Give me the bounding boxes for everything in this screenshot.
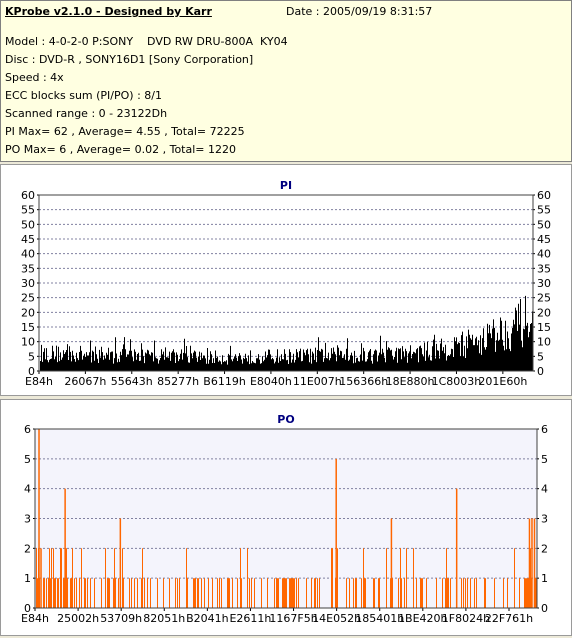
y-tick-label-left: 0 (24, 602, 31, 615)
y-tick-label-left: 10 (21, 336, 35, 349)
pi-chart-panel: PI 0 0 5 5 10 10 15 15 20 20 25 25 30 30 35 35 40 40 45 45 50… (0, 164, 572, 396)
x-tick-label: E84h (25, 375, 53, 388)
x-tick-label: 53709h (100, 612, 142, 625)
y-tick-label-right: 3 (541, 513, 548, 526)
y-tick-label-left: 30 (21, 277, 35, 290)
x-tick-label: 1C8003h (432, 375, 482, 388)
disc-line: Disc : DVD-R , SONY16D1 [Sony Corporatio… (5, 53, 254, 66)
ecc-line: ECC blocks sum (PI/PO) : 8/1 (5, 89, 162, 102)
plot-border (34, 428, 538, 609)
y-tick-label-left: 0 (28, 365, 35, 378)
pi-summary-line: PI Max= 62 , Average= 4.55 , Total= 7222… (5, 125, 245, 138)
y-tick-label-right: 0 (541, 602, 548, 615)
y-tick-label-right: 25 (537, 292, 551, 305)
x-tick-label: 26067h (64, 375, 106, 388)
chart-title: PO (277, 413, 294, 426)
speed-line: Speed : 4x (5, 71, 64, 84)
plot-area (35, 429, 537, 608)
x-tick-label: 82051h (143, 612, 185, 625)
x-tick-label: 1F8024h (442, 612, 490, 625)
po-chart-panel: PO 0 0 1 1 2 2 3 3 4 4 5 5 6 6 E84h 25002h 53709h 82051h B2… (0, 399, 572, 636)
x-tick-label: 85277h (157, 375, 199, 388)
y-tick-label-right: 0 (537, 365, 544, 378)
y-tick-label-right: 10 (537, 336, 551, 349)
y-tick-label-right: 55 (537, 204, 551, 217)
y-tick-label-left: 1 (24, 572, 31, 585)
x-tick-label: 1BE420h (398, 612, 447, 625)
x-tick-label: 18E880h (386, 375, 435, 388)
range-line: Scanned range : 0 - 23122Dh (5, 107, 168, 120)
y-tick-label-left: 35 (21, 262, 35, 275)
y-tick-label-left: 2 (24, 542, 31, 555)
x-tick-label: E8040h (250, 375, 292, 388)
y-tick-label-left: 5 (28, 350, 35, 363)
y-tick-label-left: 25 (21, 292, 35, 305)
y-tick-label-left: 40 (21, 248, 35, 261)
x-tick-label: 1167F5h (269, 612, 317, 625)
y-tick-label-left: 5 (24, 453, 31, 466)
x-tick-label: 22F761h (485, 612, 533, 625)
pi-series-bars (40, 295, 533, 371)
chart-title: PI (280, 179, 292, 192)
model-line: Model : 4-0-2-0 P:SONY DVD RW DRU-800A K… (5, 35, 288, 48)
x-tick-label: 55643h (111, 375, 153, 388)
x-tick-label: B6119h (203, 375, 246, 388)
y-tick-label-right: 1 (541, 572, 548, 585)
y-tick-label-left: 20 (21, 306, 35, 319)
x-tick-label: E84h (21, 612, 49, 625)
x-tick-label: E2611h (229, 612, 271, 625)
y-tick-label-left: 60 (21, 189, 35, 202)
info-panel: KProbe v2.1.0 - Designed by Karr Date : … (0, 0, 572, 162)
y-tick-label-right: 15 (537, 321, 551, 334)
x-tick-label: 156366h (339, 375, 388, 388)
y-tick-label-right: 40 (537, 248, 551, 261)
x-tick-label: 14E052h (312, 612, 361, 625)
x-tick-label: 185401h (355, 612, 404, 625)
po-summary-line: PO Max= 6 , Average= 0.02 , Total= 1220 (5, 143, 236, 156)
x-tick-label: 11E007h (293, 375, 342, 388)
y-tick-label-left: 6 (24, 423, 31, 436)
x-tick-label: B2041h (186, 612, 229, 625)
y-tick-label-left: 50 (21, 218, 35, 231)
y-tick-label-right: 2 (541, 542, 548, 555)
y-tick-label-right: 30 (537, 277, 551, 290)
y-tick-label-right: 50 (537, 218, 551, 231)
y-tick-label-left: 4 (24, 483, 31, 496)
y-tick-label-left: 55 (21, 204, 35, 217)
y-tick-label-right: 5 (541, 453, 548, 466)
y-tick-label-right: 35 (537, 262, 551, 275)
plot-border (38, 194, 534, 372)
y-tick-label-right: 6 (541, 423, 548, 436)
y-tick-label-right: 45 (537, 233, 551, 246)
y-tick-label-right: 4 (541, 483, 548, 496)
y-tick-label-left: 3 (24, 513, 31, 526)
po-chart: PO 0 0 1 1 2 2 3 3 4 4 5 5 6 6 E84h 25002h 53709h 82051h B2… (21, 413, 548, 625)
y-tick-label-right: 20 (537, 306, 551, 319)
y-tick-label-right: 5 (537, 350, 544, 363)
x-tick-label: 25002h (57, 612, 99, 625)
y-tick-label-left: 45 (21, 233, 35, 246)
scan-date: Date : 2005/09/19 8:31:57 (286, 5, 433, 18)
y-tick-label-left: 15 (21, 321, 35, 334)
y-tick-label-right: 60 (537, 189, 551, 202)
app-title: KProbe v2.1.0 - Designed by Karr (5, 5, 212, 18)
plot-area (39, 195, 533, 371)
x-tick-label: 201E60h (478, 375, 527, 388)
